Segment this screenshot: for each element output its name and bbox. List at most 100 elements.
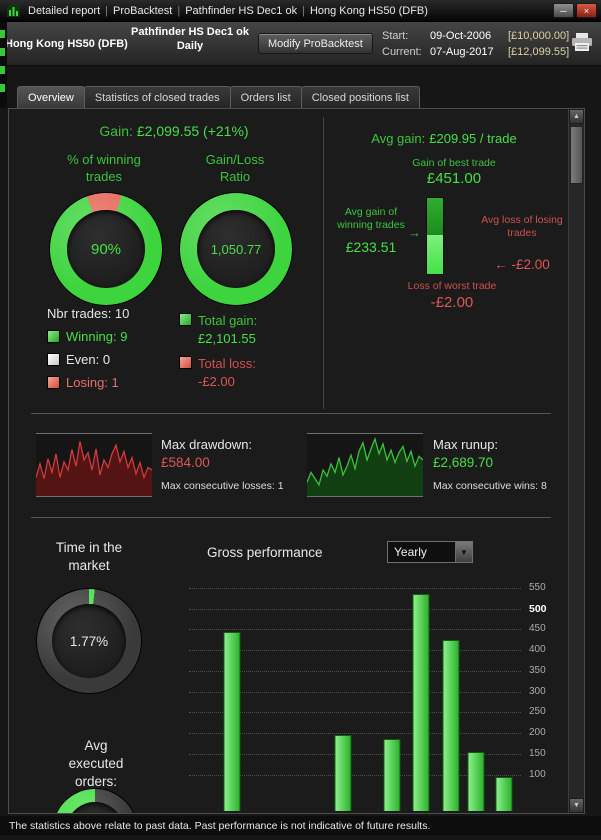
gridline [189, 691, 521, 693]
start-row: Start: 09-Oct-2006 [£10,000.00] [382, 28, 569, 44]
winning-swatch-icon [47, 330, 60, 343]
winning-pct-value: 90% [90, 240, 122, 258]
column-divider [323, 117, 324, 409]
winning-trades-donut: 90% [50, 193, 162, 305]
max-drawdown-label: Max drawdown: [161, 437, 253, 452]
gridline [189, 588, 521, 589]
minimize-button[interactable]: ─ [553, 3, 574, 18]
max-consecutive-losses: Max consecutive losses: 1 [161, 480, 284, 492]
scroll-up-icon[interactable]: ▲ [569, 109, 584, 124]
total-gain-label: Total gain: [198, 313, 258, 328]
avg-win-label: Avg gain of winning trades [337, 206, 405, 231]
dropdown-arrow-icon[interactable]: ▼ [455, 541, 473, 563]
titlebar-item: Detailed report [28, 4, 101, 17]
titlebar-item: Hong Kong HS50 (DFB) [309, 4, 428, 17]
start-date: 09-Oct-2006 [430, 30, 492, 42]
background-marker [0, 30, 5, 38]
strategy-name: Pathfinder HS Dec1 ok [131, 26, 249, 38]
drawdown-line [36, 441, 152, 480]
current-amount: [£12,099.55] [508, 46, 570, 58]
worst-trade-value: -£2.00 [430, 294, 474, 311]
y-axis-label: 500 [529, 602, 547, 615]
avg-gain-heading: Avg gain: £209.95 / trade [331, 131, 557, 146]
tab-orders-list[interactable]: Orders list [229, 86, 302, 108]
total-loss-row: Total loss: -£2.00 [179, 355, 257, 391]
legend-winning: Winning: 9 [47, 329, 127, 344]
total-loss-swatch-icon [179, 356, 192, 369]
background-window-edge [0, 22, 7, 108]
y-axis-label: 300 [529, 685, 546, 697]
vertical-scrollbar[interactable]: ▲ ▼ [568, 109, 584, 813]
instrument-name: Hong Kong HS50 (DFB) [5, 38, 128, 50]
avg-gain-label: Avg gain: [371, 131, 426, 146]
scrollbar-thumb[interactable] [570, 126, 583, 184]
modify-probacktest-button[interactable]: Modify ProBacktest [258, 33, 373, 54]
avg-gain-bar-upper [427, 198, 443, 235]
gross-performance-plot [189, 583, 521, 811]
strategy-timeframe: Daily [176, 40, 204, 52]
period-selected-value: Yearly [387, 541, 455, 563]
titlebar-separator: | [105, 4, 109, 17]
legend-even: Even: 0 [47, 352, 127, 367]
arrow-right-icon: → [408, 225, 421, 240]
y-axis-label: 450 [529, 623, 546, 635]
titlebar-item: ProBacktest [113, 4, 173, 17]
avg-gain-bar [426, 197, 444, 275]
disclaimer-text: The statistics above relate to past data… [9, 819, 431, 832]
losing-count: Losing: 1 [66, 375, 119, 390]
max-runup-value: £2,689.70 [433, 455, 494, 470]
avg-win-value: £233.51 [345, 239, 397, 255]
legend-losing: Losing: 1 [47, 375, 127, 390]
current-label: Current: [382, 46, 422, 58]
titlebar[interactable]: Detailed report | ProBacktest | Pathfinder H… [0, 0, 601, 22]
runup-chart [307, 433, 423, 497]
titlebar-separator: | [302, 4, 305, 17]
y-axis-label: 350 [529, 664, 546, 676]
gridline [189, 608, 521, 610]
overview-content: Gain: £2,099.55 (+21%) Avg gain: £209.95 /… [9, 109, 568, 813]
tab-statistics-of-closed-trades[interactable]: Statistics of closed trades [83, 86, 231, 108]
report-panel: Gain: £2,099.55 (+21%) Avg gain: £209.95 /… [8, 108, 585, 814]
titlebar-item: Pathfinder HS Dec1 ok [185, 4, 298, 17]
worst-trade-label: Loss of worst trade [407, 280, 497, 292]
y-axis-label: 100 [529, 768, 546, 780]
winning-count: Winning: 9 [66, 329, 128, 344]
report-header: Hong Kong HS50 (DFB) Pathfinder HS Dec1 … [0, 22, 601, 66]
performance-bar [467, 751, 485, 811]
titlebar-items: Detailed report | ProBacktest | Pathfinder H… [23, 5, 433, 17]
donut-hole [197, 210, 275, 288]
gridline [189, 670, 521, 672]
y-axis-label: 200 [529, 727, 546, 739]
time-in-market-title: Time in the market [55, 540, 123, 573]
avg-loss-label: Avg loss of losing trades [481, 214, 563, 239]
performance-bar [334, 735, 352, 811]
print-icon[interactable] [571, 33, 593, 57]
drawdown-sparkline [36, 441, 152, 496]
current-row: Current: 07-Aug-2017 [£12,099.55] [382, 44, 569, 60]
donut-hole [67, 210, 145, 288]
gridline [189, 753, 521, 755]
time-in-market-donut: 1.77% [37, 589, 141, 693]
total-loss-label: Total loss: [198, 356, 256, 371]
background-marker [0, 66, 5, 74]
scroll-down-icon[interactable]: ▼ [569, 798, 584, 813]
close-button[interactable]: × [576, 3, 597, 18]
start-label: Start: [382, 30, 409, 42]
tab-closed-positions-list[interactable]: Closed positions list [300, 86, 420, 108]
background-marker [0, 48, 5, 56]
gridline [189, 712, 521, 714]
period-dropdown[interactable]: Yearly ▼ [387, 541, 473, 563]
gridline [189, 650, 521, 652]
pct-winning-title: % of winning trades [67, 152, 141, 184]
titlebar-separator: | [177, 4, 181, 17]
gain-heading: Gain: £2,099.55 (+21%) [29, 123, 319, 139]
gross-performance-title: Gross performance [207, 545, 323, 560]
gain-value: £2,099.55 (+21%) [136, 123, 249, 139]
total-gain-swatch-icon [179, 313, 192, 326]
y-axis-label: 400 [529, 644, 546, 656]
totals-block: Total gain: £2,101.55 Total loss: -£2.00 [179, 312, 257, 398]
gridline [189, 774, 521, 776]
gross-performance-ylabels: 550 500 450 400 350 300 250 200 150 100 [525, 582, 557, 811]
tab-overview[interactable]: Overview [17, 86, 85, 108]
total-gain-row: Total gain: £2,101.55 [179, 312, 257, 348]
